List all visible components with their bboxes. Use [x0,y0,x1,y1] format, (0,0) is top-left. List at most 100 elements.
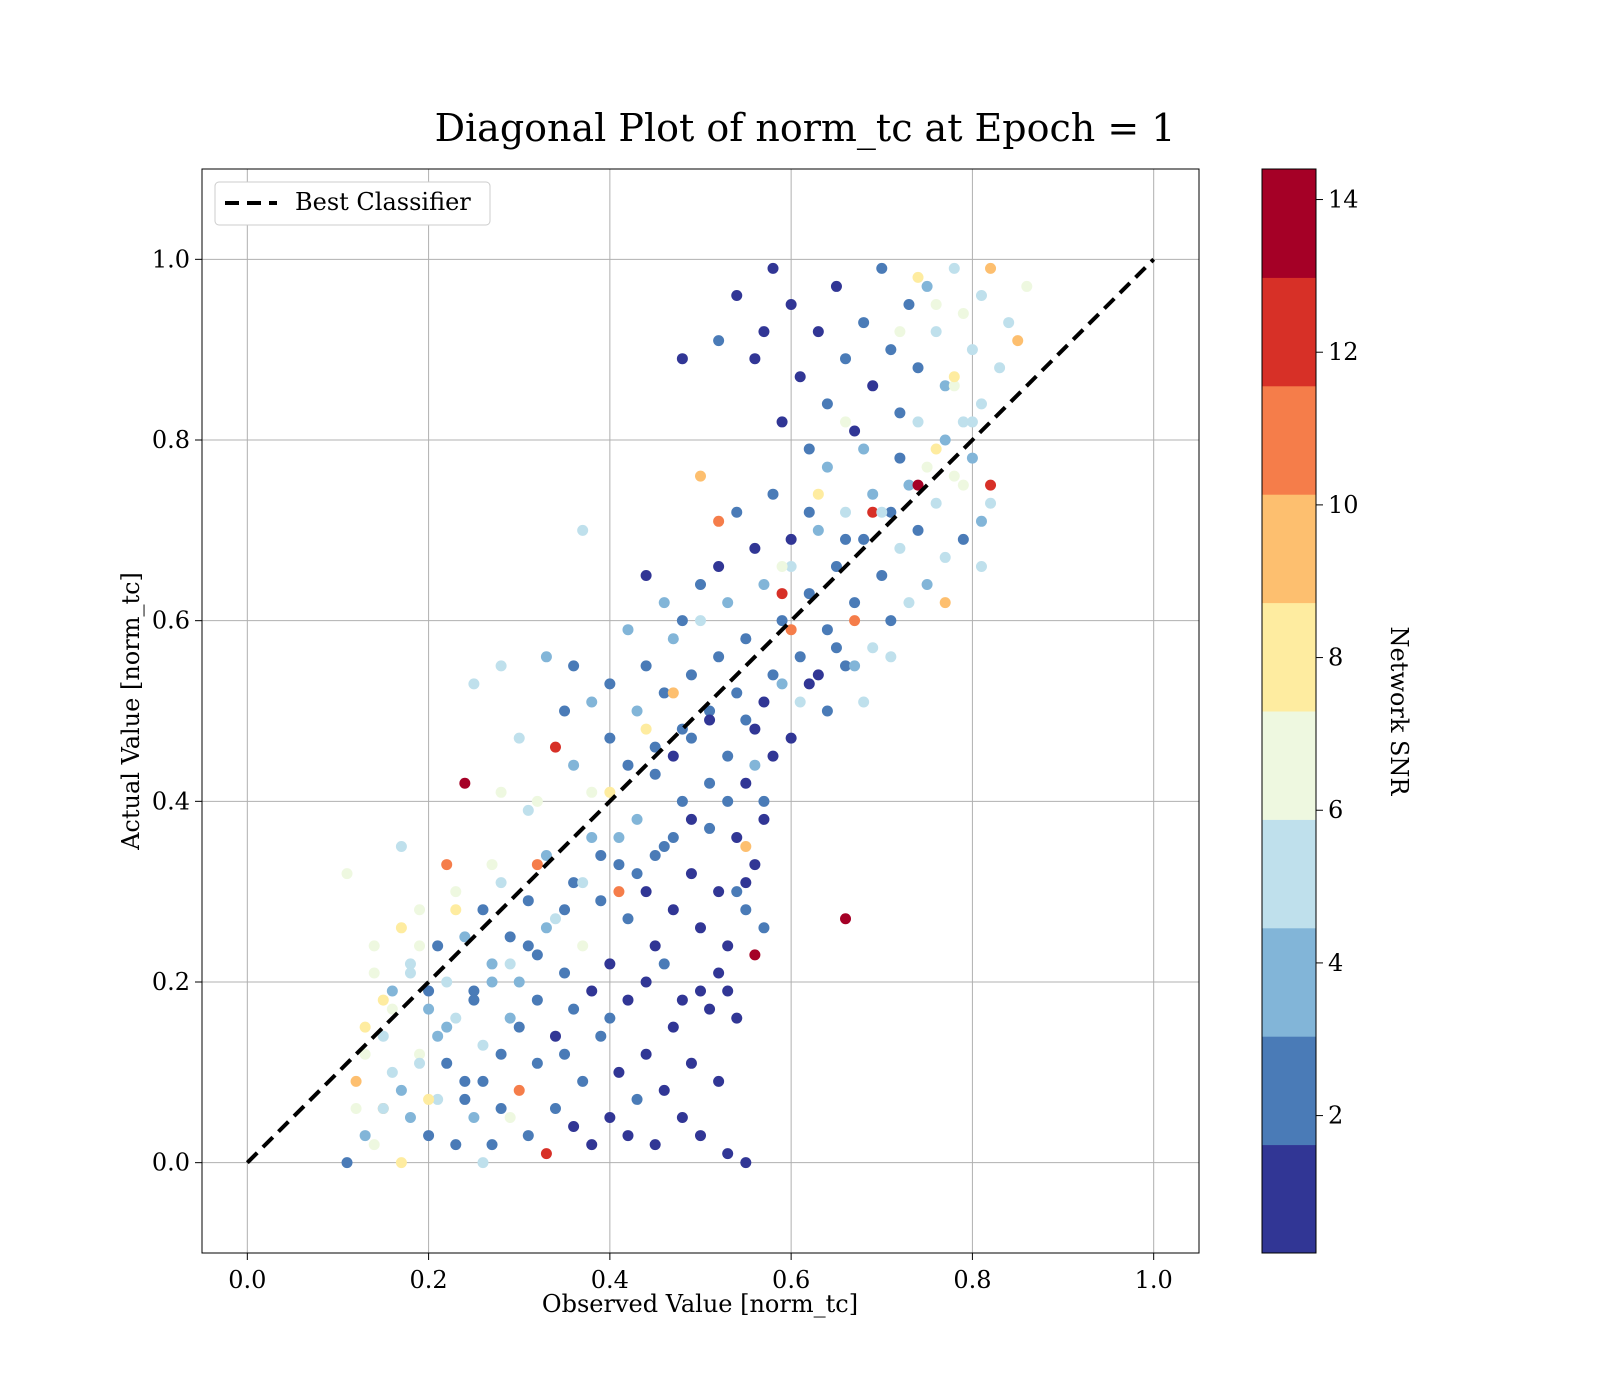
data-point-202 [966,416,978,428]
plot-frame [201,168,1200,1254]
data-point-127 [794,651,806,663]
data-point-218 [821,705,833,717]
data-point-147 [975,398,987,410]
data-point-180 [840,353,852,365]
data-point-43 [731,886,743,898]
data-point-20 [540,1148,552,1160]
data-point-39 [713,1075,725,1087]
data-point-266 [713,967,725,979]
data-point-204 [785,533,797,545]
data-point-296 [930,299,942,310]
data-point-26 [595,1030,607,1042]
data-point-250 [423,985,435,997]
data-point-115 [685,669,697,681]
data-point-66 [549,913,561,925]
data-point-150 [912,479,924,491]
data-point-70 [586,831,598,843]
data-point-19 [531,1057,543,1069]
data-point-73 [613,859,625,871]
data-point-51 [414,904,426,916]
data-point-164 [994,362,1006,374]
data-point-35 [676,1112,688,1123]
data-point-232 [613,831,625,843]
data-point-129 [812,524,824,536]
scatter-points [341,262,1033,1169]
data-point-227 [704,777,716,789]
colorbar-segment-0 [1262,1144,1316,1254]
data-point-211 [658,597,670,609]
data-point-217 [803,678,815,690]
data-point-22 [559,1048,571,1060]
data-point-203 [803,506,815,518]
data-point-264 [676,994,688,1006]
data-point-75 [631,813,643,825]
data-point-303 [531,795,543,807]
data-point-199 [912,416,924,428]
data-point-196 [858,443,870,455]
colorbar-segment-7 [1262,385,1316,495]
data-point-271 [649,768,661,780]
data-point-117 [704,705,716,717]
data-point-126 [785,560,797,572]
legend-box [214,181,491,226]
colorbar-tick-label-3: 8 [1328,644,1343,672]
data-point-236 [540,922,552,934]
y-tick-label-1: 0.2 [152,968,190,996]
data-point-192 [713,335,725,347]
data-point-179 [849,425,861,437]
colorbar-segment-4 [1262,711,1316,820]
data-point-101 [559,705,571,717]
data-point-119 [722,597,734,609]
data-point-198 [894,452,906,464]
data-point-257 [549,1030,561,1042]
legend[interactable]: Best Classifier [214,181,491,226]
data-point-171 [921,280,933,292]
colorbar-segment-2 [1262,927,1316,1037]
data-point-34 [667,1021,679,1033]
data-point-309 [350,1102,362,1114]
data-point-49 [395,922,407,934]
data-point-311 [477,1157,489,1169]
data-point-254 [495,1048,507,1060]
data-point-0 [341,1157,353,1169]
data-point-63 [522,895,534,907]
data-point-84 [713,886,725,898]
data-point-288 [957,533,969,545]
data-point-89 [758,813,770,825]
data-point-197 [876,506,888,518]
data-point-262 [640,976,652,988]
data-point-157 [695,470,706,482]
data-point-134 [858,533,870,545]
data-point-125 [776,615,788,627]
data-point-92 [549,741,561,753]
data-point-42 [740,1157,752,1169]
data-point-233 [595,850,607,862]
data-point-57 [468,985,480,997]
data-point-213 [622,624,634,636]
data-point-53 [432,940,444,952]
data-point-78 [658,841,670,852]
data-point-241 [450,1012,462,1024]
data-point-235 [559,904,571,916]
data-point-45 [359,1021,371,1033]
data-point-168 [948,262,960,274]
data-point-145 [957,416,969,428]
data-point-68 [568,877,580,889]
data-point-139 [903,479,915,491]
data-point-239 [486,976,498,988]
data-point-221 [785,732,797,744]
data-point-102 [513,732,525,744]
data-point-1 [359,1130,371,1142]
data-point-8 [432,1093,444,1105]
data-point-62 [513,976,525,988]
data-point-154 [776,588,788,600]
data-point-59 [486,958,498,970]
data-point-131 [830,560,842,572]
data-point-29 [622,1130,634,1142]
data-point-136 [876,570,888,581]
data-point-252 [459,1093,471,1105]
data-point-278 [776,678,788,690]
colorbar-tick-label-6: 14 [1328,186,1359,214]
data-point-55 [450,886,462,898]
data-point-31 [640,1048,652,1060]
